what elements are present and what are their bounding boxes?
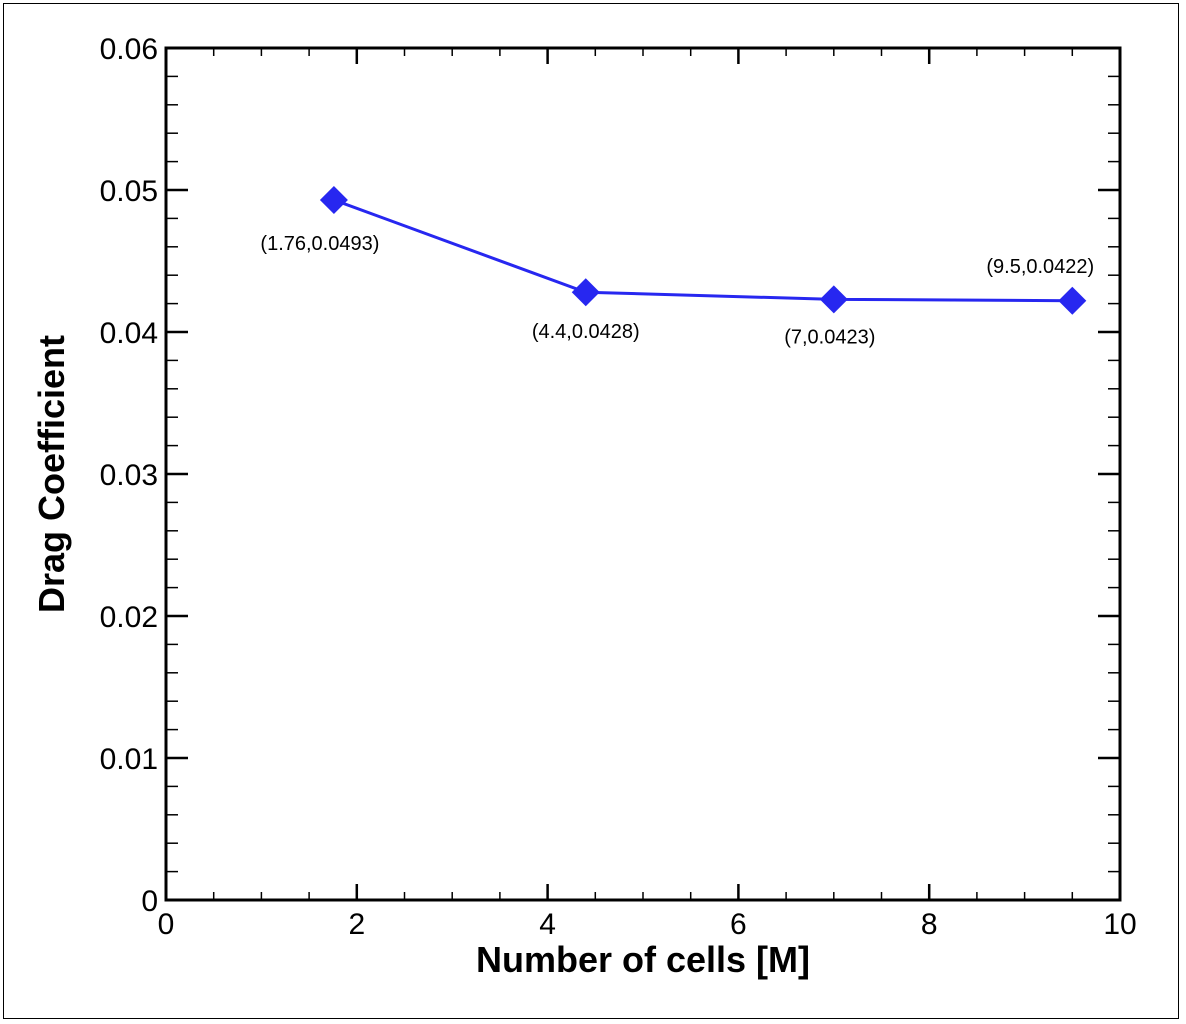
y-tick-label: 0.02 (100, 601, 158, 634)
y-axis-tick-labels: 0 0.01 0.02 0.03 0.04 0.05 0.06 (100, 33, 158, 918)
chart-frame (3, 3, 1179, 1019)
plot-area (164, 46, 1122, 902)
series-line (333, 198, 1073, 303)
y-axis-title: Drag Coefficient (31, 335, 72, 613)
y-tick-label: 0.01 (100, 743, 158, 776)
data-point-label: (4.4,0.0428) (532, 321, 640, 343)
data-point-label: (9.5,0.0422) (986, 256, 1094, 278)
data-point-label: (1.76,0.0493) (260, 233, 379, 255)
y-tick-label: 0.06 (100, 33, 158, 66)
y-tick-label: 0.05 (100, 175, 158, 208)
data-point-label: (7,0.0423) (784, 326, 875, 348)
data-point-marker (571, 278, 600, 307)
x-tick-label: 0 (158, 908, 175, 941)
y-tick-label: 0.03 (100, 459, 158, 492)
x-axis-title: Number of cells [M] (476, 939, 810, 980)
x-tick-label: 8 (921, 908, 938, 941)
series-layer: (1.76,0.0493) (4.4,0.0428) (7,0.0423) (9.5,… (260, 185, 1094, 348)
x-axis-tick-labels: 0 2 4 6 8 10 (158, 908, 1137, 941)
x-tick-label: 10 (1103, 908, 1136, 941)
major-ticks (164, 46, 1122, 902)
data-point-marker (1058, 286, 1087, 315)
x-tick-label: 2 (348, 908, 365, 941)
data-point-marker (819, 285, 848, 314)
y-tick-label: 0 (141, 885, 158, 918)
data-point-marker (319, 185, 348, 214)
x-tick-label: 6 (730, 908, 747, 941)
x-tick-label: 4 (539, 908, 556, 941)
minor-ticks (166, 48, 1120, 900)
y-tick-label: 0.04 (100, 317, 158, 350)
